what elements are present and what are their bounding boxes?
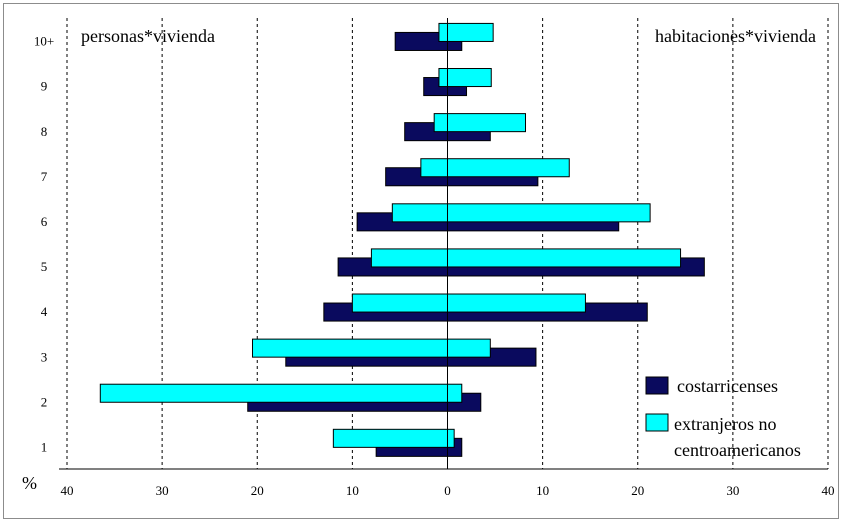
right-corner-label: habitaciones*vivienda — [655, 26, 816, 46]
bar-extranjeros-personas-7 — [420, 158, 448, 178]
x-tick-label-1: 30 — [156, 483, 169, 498]
x-tick-label-5: 10 — [536, 483, 549, 498]
bar-extranjeros-personas-8 — [433, 113, 448, 133]
bar-extranjeros-habitaciones-4 — [447, 293, 586, 313]
bar-extranjeros-personas-6 — [391, 203, 449, 223]
bar-extranjeros-personas-9 — [438, 68, 449, 88]
legend-label-extranjeros-line2: centroamericanos — [674, 440, 801, 460]
y-tick-label-0: 1 — [41, 439, 48, 454]
y-tick-label-8: 9 — [41, 79, 48, 94]
legend-label-extranjeros-line1: extranjeros no — [674, 414, 776, 434]
percent-unit-label: % — [22, 473, 37, 493]
left-corner-label: personas*vivienda — [81, 26, 215, 46]
x-tick-label-3: 10 — [346, 483, 359, 498]
bar-extranjeros-personas-10+ — [438, 22, 449, 42]
bar-extranjeros-habitaciones-5 — [447, 248, 682, 268]
bar-extranjeros-personas-4 — [351, 293, 448, 313]
bar-extranjeros-personas-1 — [332, 428, 449, 448]
x-tick-label-4: 0 — [444, 483, 451, 498]
bar-extranjeros-habitaciones-7 — [447, 158, 570, 178]
bar-extranjeros-habitaciones-9 — [447, 68, 492, 88]
y-tick-label-6: 7 — [41, 169, 48, 184]
y-tick-label-5: 6 — [41, 214, 48, 229]
bar-extranjeros-personas-2 — [99, 383, 448, 403]
legend: costarricenses extranjeros no centroamer… — [645, 376, 801, 460]
legend-swatch-costarricenses — [645, 376, 669, 395]
y-tick-label-2: 3 — [41, 349, 48, 364]
chart-frame: 40 30 20 10 0 10 20 30 40 1 2 3 4 5 6 7 8 9 10+ personas*v… — [3, 3, 839, 519]
y-tick-label-7: 8 — [41, 124, 48, 139]
population-pyramid-chart: 40 30 20 10 0 10 20 30 40 1 2 3 4 5 6 7 8 9 10+ personas*v… — [22, 18, 835, 498]
bars-layer — [99, 22, 705, 457]
x-tick-label-0: 40 — [61, 483, 74, 498]
bar-extranjeros-personas-3 — [251, 338, 448, 358]
axis-layer: 40 30 20 10 0 10 20 30 40 1 2 3 4 5 6 7 8 9 10+ — [34, 18, 835, 498]
y-tick-label-1: 2 — [41, 394, 48, 409]
y-tick-label-4: 5 — [41, 259, 48, 274]
y-tick-label-9: 10+ — [34, 34, 54, 49]
x-tick-label-2: 20 — [251, 483, 264, 498]
x-tick-label-8: 40 — [822, 483, 835, 498]
legend-swatch-extranjeros — [645, 413, 669, 432]
bar-extranjeros-habitaciones-6 — [447, 203, 651, 223]
bar-extranjeros-personas-5 — [370, 248, 448, 268]
legend-label-costarricenses: costarricenses — [677, 376, 778, 396]
bar-extranjeros-habitaciones-10+ — [447, 22, 494, 42]
bar-extranjeros-habitaciones-1 — [447, 428, 455, 448]
x-tick-label-7: 30 — [726, 483, 739, 498]
bar-extranjeros-habitaciones-2 — [447, 383, 463, 403]
bar-extranjeros-habitaciones-8 — [447, 113, 527, 133]
x-tick-label-6: 20 — [631, 483, 644, 498]
y-tick-label-3: 4 — [41, 304, 48, 319]
bar-extranjeros-habitaciones-3 — [447, 338, 491, 358]
